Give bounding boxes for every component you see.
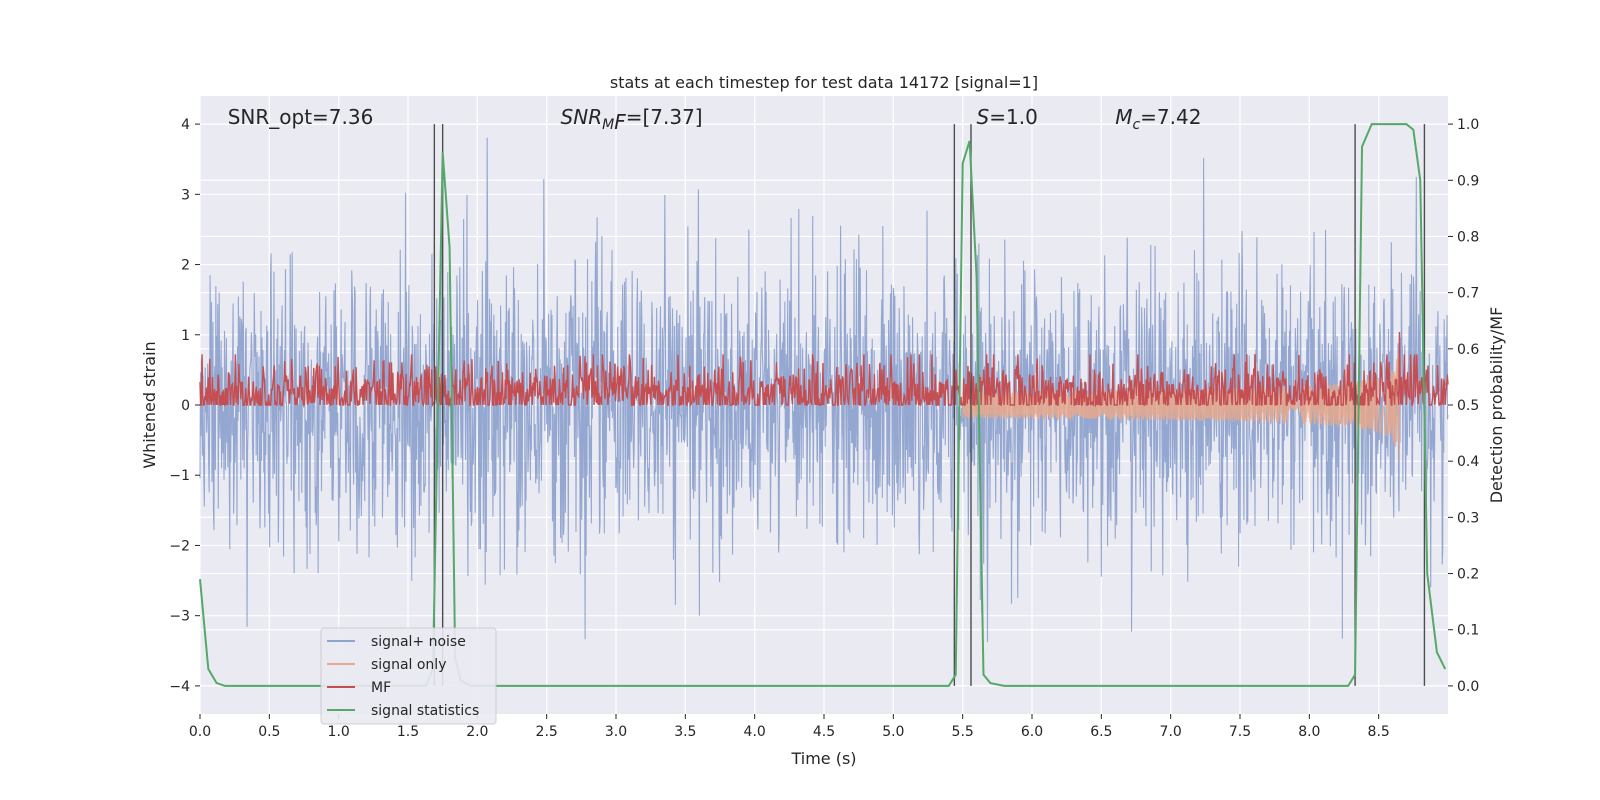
- legend-label: signal only: [371, 657, 446, 673]
- annotation-text: SNRMF=[7.37]: [561, 105, 703, 134]
- y-axis-label-left: Whitened strain: [140, 341, 159, 468]
- legend-box: [320, 627, 497, 725]
- x-tick-label: 1.5: [397, 724, 419, 740]
- y-tick-label-left: 2: [181, 258, 190, 274]
- y-tick-label-right: 0.8: [1457, 229, 1479, 245]
- y-tick-label-right: 0.1: [1457, 623, 1479, 639]
- y-tick-label-left: 1: [181, 328, 190, 344]
- y-tick-label-right: 0.2: [1457, 567, 1479, 583]
- y-tick-label-left: 3: [181, 187, 190, 203]
- x-axis-label: Time (s): [790, 749, 856, 768]
- chart-title: stats at each timestep for test data 141…: [610, 73, 1038, 92]
- legend-label: MF: [371, 680, 391, 696]
- y-tick-label-left: 4: [181, 117, 190, 133]
- x-tick-label: 6.5: [1090, 724, 1112, 740]
- legend-label: signal statistics: [371, 703, 479, 719]
- x-tick-label: 8.0: [1298, 724, 1320, 740]
- y-tick-label-right: 0.0: [1457, 679, 1479, 695]
- y-tick-label-right: 0.7: [1457, 286, 1479, 302]
- x-tick-label: 4.5: [813, 724, 835, 740]
- legend: signal+ noise signal only MF signal statist…: [320, 627, 497, 725]
- annotation-text: S=1.0: [977, 105, 1038, 129]
- x-tick-label: 5.5: [952, 724, 974, 740]
- y-tick-label-left: 0: [181, 398, 190, 414]
- y-tick-label-left: −1: [169, 468, 190, 484]
- x-tick-label: 2.5: [536, 724, 558, 740]
- y-tick-label-left: −4: [169, 679, 190, 695]
- legend-label: signal+ noise: [371, 634, 466, 650]
- series-mf: [199, 331, 1449, 408]
- y-tick-label-right: 1.0: [1457, 117, 1479, 133]
- x-tick-label: 5.0: [882, 724, 904, 740]
- x-tick-label: 6.0: [1021, 724, 1043, 740]
- y-tick-label-right: 0.4: [1457, 454, 1479, 470]
- x-tick-label: 0.5: [258, 724, 280, 740]
- x-tick-label: 4.0: [744, 724, 766, 740]
- y-tick-label-right: 0.9: [1457, 173, 1479, 189]
- x-tick-label: 3.5: [674, 724, 696, 740]
- y-tick-label-right: 0.5: [1457, 398, 1479, 414]
- x-tick-label: 1.0: [328, 724, 350, 740]
- x-tick-label: 0.0: [189, 724, 211, 740]
- axis-ticks: 0.0 0.5 1.0 1.5 2.0 2.5 3.0 3.5 4.0 4.5 5.0 5.5 6.0 6…: [169, 117, 1479, 740]
- y-tick-label-right: 0.6: [1457, 342, 1479, 358]
- x-tick-label: 2.0: [466, 724, 488, 740]
- x-tick-label: 8.5: [1368, 724, 1390, 740]
- annotations: SNR_opt=7.36 SNRMF=[7.37] S=1.0 Mc=7.42: [228, 105, 1202, 134]
- y-axis-label-right: Detection probability/MF: [1487, 307, 1506, 504]
- annotation-text: Mc=7.42: [1115, 105, 1201, 133]
- mf-line: [199, 331, 1449, 408]
- x-tick-label: 7.0: [1160, 724, 1182, 740]
- y-tick-label-left: −3: [169, 609, 190, 625]
- annotation-text: SNR_opt=7.36: [228, 105, 374, 129]
- x-tick-label: 7.5: [1229, 724, 1251, 740]
- x-tick-label: 3.0: [605, 724, 627, 740]
- y-tick-label-right: 0.3: [1457, 510, 1479, 526]
- y-tick-label-left: −2: [169, 538, 190, 554]
